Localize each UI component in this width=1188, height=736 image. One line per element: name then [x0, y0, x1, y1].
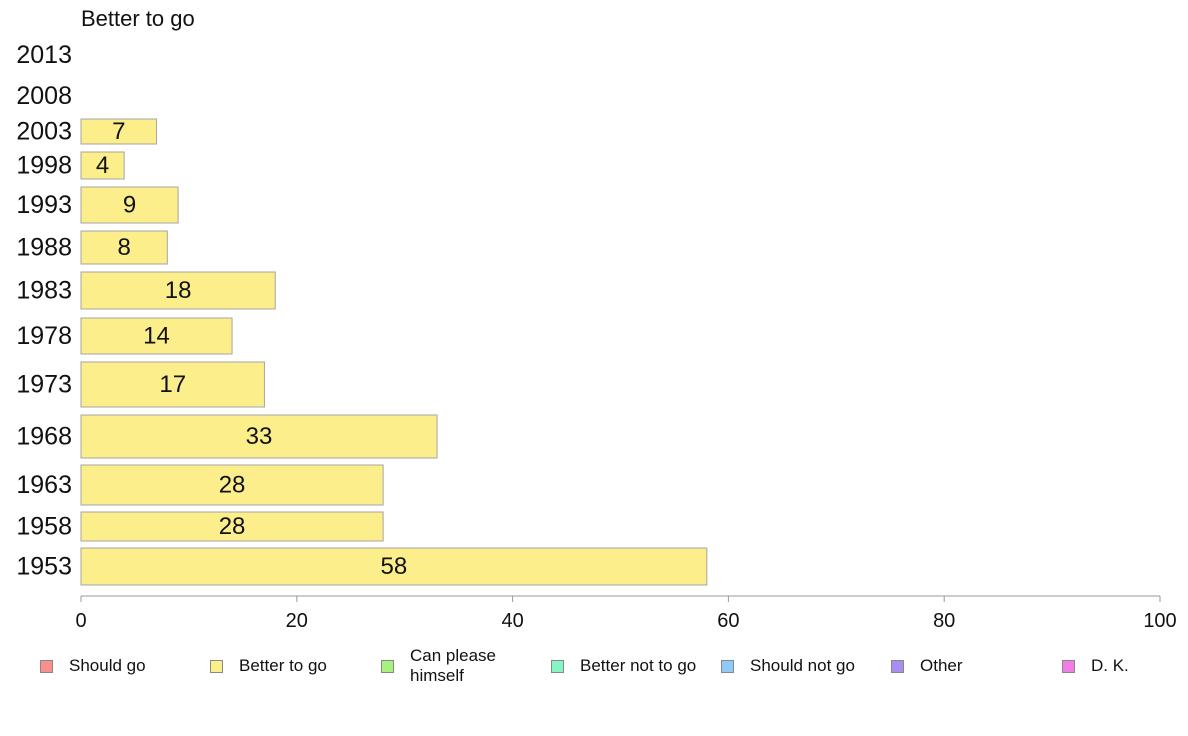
bar [80, 464, 384, 506]
legend-item: Can please himself [381, 640, 540, 692]
legend-item: Should go [40, 640, 146, 692]
x-tick-label: 40 [501, 610, 523, 632]
legend-item: D. K. [1062, 640, 1129, 692]
legend-label: Better to go [239, 656, 327, 675]
bar [80, 317, 233, 355]
chart-title: Better to go [81, 6, 195, 31]
bar-value-label: 28 [219, 472, 246, 499]
legend-label: Other [920, 656, 963, 675]
legend-label: Can please himself [410, 646, 497, 685]
bar-value-label: 58 [381, 553, 408, 580]
legend-swatch [381, 659, 394, 673]
year-label: 2013 [16, 41, 72, 69]
bar-value-label: 28 [219, 513, 246, 540]
year-label: 1973 [16, 371, 72, 399]
bar-value-label: 17 [159, 371, 186, 398]
x-tick-label: 100 [1143, 610, 1176, 632]
year-label: 1998 [16, 152, 72, 180]
bar [80, 151, 125, 180]
legend-swatch [721, 659, 734, 673]
bar-value-label: 14 [143, 323, 170, 350]
year-label: 1963 [16, 471, 72, 499]
bar-value-label: 4 [96, 152, 109, 179]
legend-label: Better not to go [580, 656, 697, 675]
legend-swatch [210, 659, 223, 673]
legend-label: Should not go [750, 656, 855, 675]
bar [80, 361, 265, 408]
legend-label: Should go [69, 656, 146, 675]
x-tick-label: 0 [75, 610, 86, 632]
x-axis: 0 20 40 60 80 100 [75, 595, 1177, 632]
legend-item: Better to go [210, 640, 327, 692]
bar-value-label: 8 [117, 234, 130, 261]
bar [80, 271, 276, 310]
year-label: 1968 [16, 423, 72, 451]
legend-item: Should not go [721, 640, 855, 692]
year-label: 1978 [16, 322, 72, 350]
legend-item: Other [891, 640, 963, 692]
legend-swatch [40, 659, 53, 673]
legend: Should go Better to go Can please himself B… [0, 640, 1188, 700]
x-tick-label: 60 [717, 610, 739, 632]
bar [80, 186, 179, 224]
year-label: 1958 [16, 513, 72, 541]
bar [80, 511, 384, 542]
bar-value-label: 9 [123, 192, 136, 219]
legend-item: Better not to go [551, 640, 696, 692]
legend-swatch [1062, 659, 1075, 673]
bar [80, 547, 708, 586]
x-tick-label: 80 [933, 610, 955, 632]
year-labels-group: 1953 1958 1963 1968 1973 1978 1983 1988 1993 1998… [16, 41, 72, 581]
year-label: 1953 [16, 553, 72, 581]
legend-swatch [551, 659, 564, 673]
bar-value-label: 18 [165, 277, 192, 304]
bar-value-label: 7 [112, 118, 125, 145]
x-tick-label: 20 [286, 610, 308, 632]
year-label: 2008 [16, 82, 72, 110]
year-label: 1988 [16, 234, 72, 262]
year-label: 1983 [16, 277, 72, 305]
legend-label: D. K. [1091, 656, 1129, 675]
bar [80, 230, 168, 265]
bar-value-label: 33 [246, 423, 273, 450]
year-label: 1993 [16, 191, 72, 219]
year-label: 2003 [16, 118, 72, 146]
bar [80, 414, 438, 459]
bar [80, 118, 158, 145]
legend-swatch [891, 659, 904, 673]
